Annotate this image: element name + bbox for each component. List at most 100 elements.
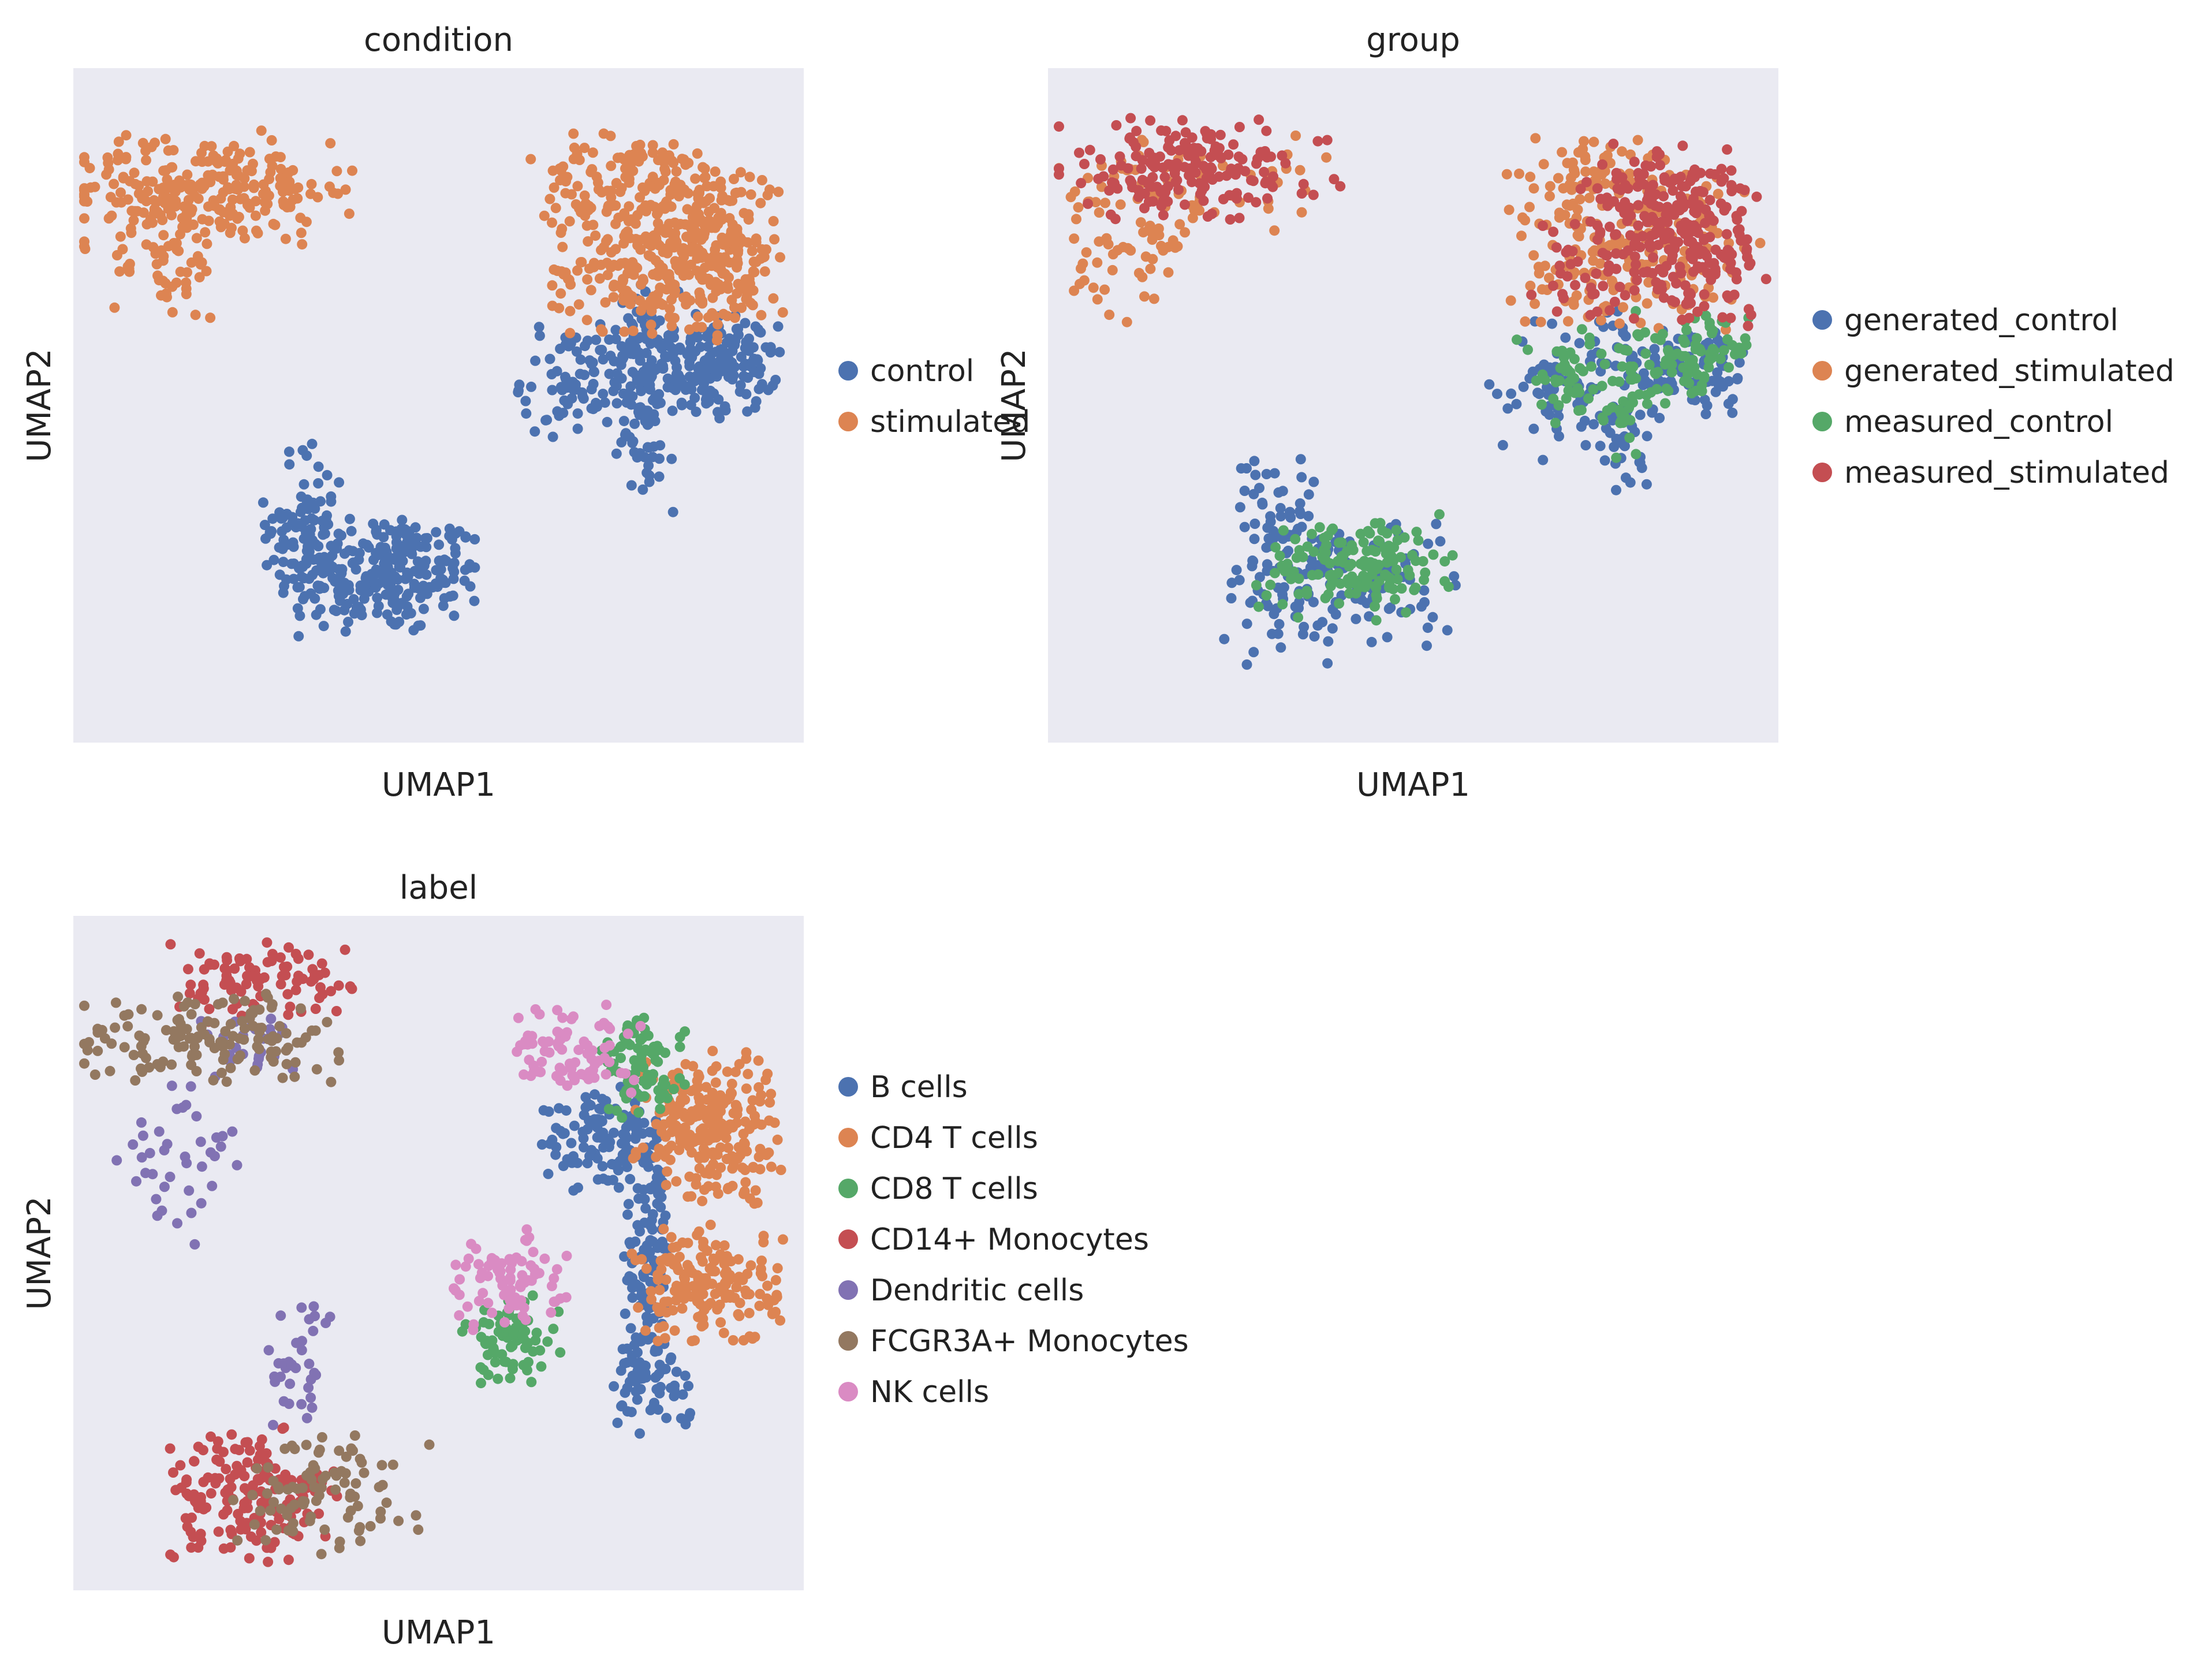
cell-point — [1699, 234, 1710, 245]
cell-point — [631, 234, 641, 244]
cell-point — [1346, 558, 1357, 569]
cell-point — [650, 1054, 661, 1065]
cell-point — [728, 1160, 739, 1171]
cell-point — [1294, 545, 1305, 556]
cell-point — [555, 1347, 566, 1358]
cell-point — [116, 197, 127, 208]
cell-point — [186, 1542, 197, 1553]
cell-point — [288, 1526, 299, 1537]
cell-point — [1422, 640, 1432, 651]
cell-point — [1369, 601, 1380, 612]
cell-point — [644, 470, 655, 481]
cell-point — [1251, 580, 1262, 591]
cell-point — [454, 1274, 465, 1285]
cell-point — [1251, 158, 1262, 169]
cell-point — [1069, 285, 1080, 296]
cell-point — [121, 154, 132, 165]
cell-point — [417, 582, 428, 593]
cell-point — [1581, 177, 1592, 188]
cell-point — [157, 215, 168, 225]
cell-point — [1054, 121, 1064, 132]
cell-point — [639, 1091, 650, 1102]
cell-point — [387, 1459, 398, 1470]
cell-point — [1139, 203, 1150, 214]
cell-point — [96, 1024, 107, 1035]
cell-point — [282, 989, 293, 1000]
cell-point — [340, 626, 351, 637]
cell-point — [222, 955, 233, 966]
cell-point — [1614, 377, 1625, 387]
cell-point — [1576, 324, 1587, 335]
cell-point — [181, 289, 192, 300]
cell-point — [1251, 197, 1262, 208]
legend-label: CD14+ Monocytes — [870, 1222, 1149, 1257]
cell-point — [590, 1058, 600, 1069]
cell-point — [1228, 139, 1239, 150]
cell-point — [624, 150, 635, 161]
cell-point — [628, 165, 639, 176]
cell-point — [1699, 394, 1710, 405]
cell-point — [287, 512, 298, 523]
cell-point — [1054, 163, 1064, 174]
cell-point — [568, 128, 579, 139]
cell-point — [278, 1396, 289, 1407]
cell-point — [1103, 239, 1114, 249]
cell-point — [736, 352, 747, 362]
cell-point — [221, 1464, 232, 1474]
cell-point — [166, 1059, 177, 1070]
cell-point — [557, 385, 568, 396]
cell-point — [1194, 178, 1205, 189]
cell-point — [727, 374, 738, 385]
cell-point — [267, 513, 278, 524]
cell-point — [599, 1053, 610, 1063]
cell-point — [1090, 197, 1101, 208]
cell-point — [536, 1139, 547, 1150]
cell-point — [190, 310, 201, 320]
cell-point — [1088, 282, 1099, 293]
cell-point — [676, 397, 687, 408]
cell-point — [1551, 306, 1562, 317]
cell-point — [1597, 159, 1608, 170]
cell-point — [678, 1293, 689, 1304]
cell-point — [611, 368, 622, 379]
cell-point — [620, 258, 631, 269]
cell-point — [742, 1269, 753, 1279]
cell-point — [722, 283, 733, 294]
cell-point — [539, 1038, 550, 1049]
cell-point — [395, 562, 406, 573]
cell-point — [158, 230, 169, 241]
cell-point — [297, 1336, 307, 1347]
cell-point — [1346, 540, 1357, 551]
cell-point — [349, 1430, 360, 1441]
cell-point — [644, 1303, 655, 1314]
cell-point — [732, 1104, 743, 1114]
cell-point — [293, 182, 304, 193]
cell-point — [1609, 441, 1620, 452]
cell-point — [1691, 385, 1702, 396]
cell-point — [1599, 359, 1610, 370]
cell-point — [303, 1382, 314, 1393]
cell-point — [700, 172, 711, 182]
cell-point — [1185, 163, 1196, 174]
cell-point — [483, 1298, 494, 1309]
cell-point — [741, 1146, 752, 1157]
cell-point — [275, 152, 286, 163]
cell-point — [292, 976, 303, 987]
cell-point — [1624, 433, 1635, 443]
cell-point — [602, 416, 613, 427]
cell-point — [211, 156, 222, 167]
cell-point — [674, 1251, 685, 1262]
cell-point — [505, 1264, 516, 1275]
cell-point — [365, 1521, 376, 1531]
cell-point — [256, 1434, 267, 1445]
cell-point — [1138, 227, 1149, 238]
cell-point — [139, 1033, 150, 1044]
cell-point — [1243, 192, 1254, 203]
cell-point — [1620, 441, 1630, 452]
cell-point — [1530, 299, 1540, 310]
cell-point — [262, 199, 273, 210]
cell-point — [274, 542, 285, 553]
cell-point — [1084, 144, 1095, 155]
cell-point — [1584, 192, 1595, 203]
cell-point — [1111, 120, 1122, 131]
